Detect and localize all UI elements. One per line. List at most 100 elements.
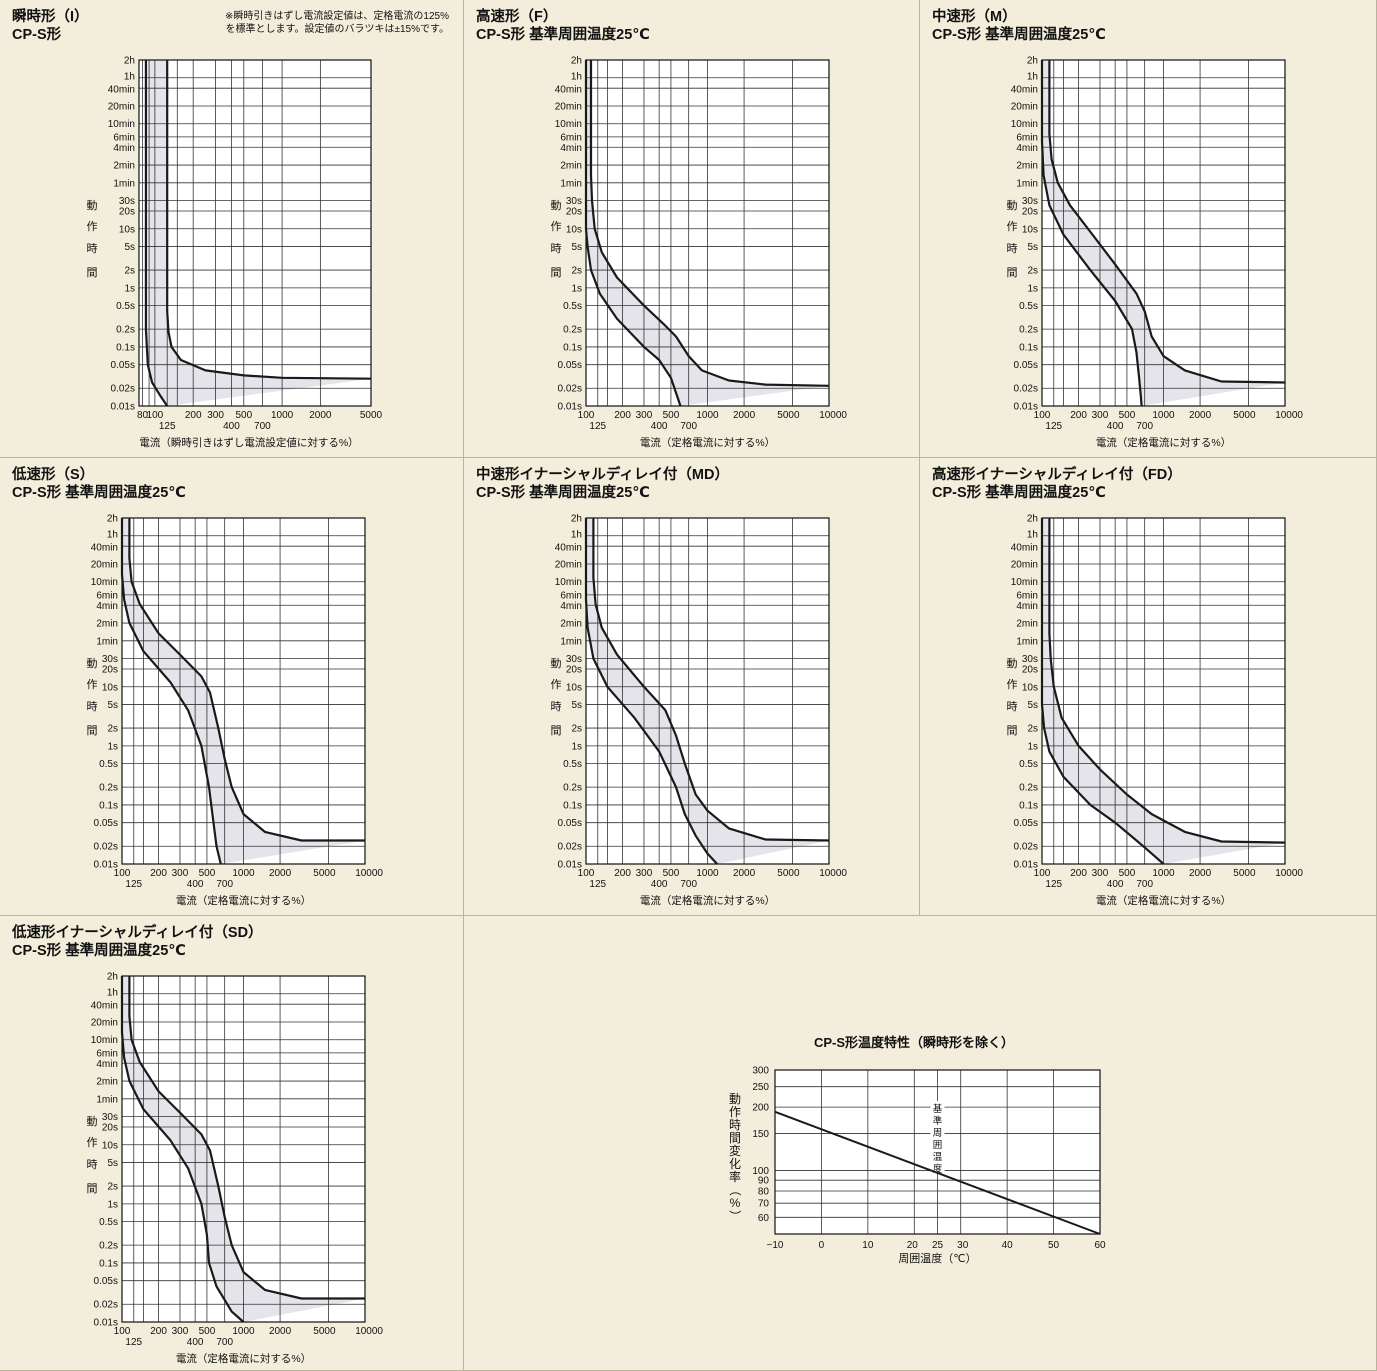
y-tick-label: 5s xyxy=(571,242,582,253)
x-tick-label: 100 xyxy=(578,868,595,879)
x-tick-label: 200 xyxy=(150,868,167,879)
y-tick-label: 20min xyxy=(108,101,135,112)
y-tick-label: 200 xyxy=(752,1103,769,1114)
y-axis-label-char: 時 xyxy=(551,242,562,255)
chart-title: CP-S形温度特性（瞬時形を除く） xyxy=(814,1035,1014,1050)
x-tick-label: 1000 xyxy=(271,410,294,421)
x-tick-label: 10000 xyxy=(819,410,847,421)
y-tick-label: 2min xyxy=(96,1077,118,1088)
y-tick-label: 2h xyxy=(1027,56,1038,67)
y-tick-label: 2s xyxy=(1027,266,1038,277)
y-tick-label: 20s xyxy=(566,207,582,218)
x-tick-label: 500 xyxy=(1119,410,1136,421)
y-tick-label: 70 xyxy=(758,1199,770,1210)
x-tick-label: 2000 xyxy=(269,1326,292,1337)
curve-upper xyxy=(128,518,365,842)
y-tick-label: 1h xyxy=(124,71,135,82)
y-tick-label: 2s xyxy=(571,724,582,735)
y-tick-label: 10s xyxy=(102,1140,118,1151)
x-tick-label: 500 xyxy=(199,868,216,879)
chart-title: 中速形（M） CP-S形 基準周囲温度25℃ xyxy=(932,9,1106,43)
x-tick-label: 125 xyxy=(589,879,606,890)
y-tick-label: 10s xyxy=(566,224,582,235)
y-tick-label: 0.01s xyxy=(111,402,135,413)
x-tick-label: 100 xyxy=(1034,410,1051,421)
x-tick-label: 500 xyxy=(199,1326,216,1337)
plot-frame xyxy=(121,517,366,865)
x-tick-label: 200 xyxy=(1070,410,1087,421)
y-axis-label-char: 変 xyxy=(729,1143,741,1158)
y-tick-label: 5s xyxy=(1027,700,1038,711)
y-tick-label: 20min xyxy=(91,1017,118,1028)
x-tick-label: 300 xyxy=(636,410,653,421)
x-tick-label: 300 xyxy=(207,410,224,421)
y-axis-label-char: 時 xyxy=(87,1158,98,1171)
x-tick-label: 200 xyxy=(1070,868,1087,879)
y-tick-label: 0.5s xyxy=(563,759,582,770)
x-tick-label: 125 xyxy=(125,879,142,890)
x-tick-label: 80 xyxy=(137,410,149,421)
x-tick-label: 300 xyxy=(172,1326,189,1337)
y-tick-label: 40min xyxy=(555,85,582,96)
x-tick-label: 400 xyxy=(223,421,240,432)
y-tick-label: 0.2s xyxy=(1019,783,1038,794)
y-axis-label-char: 化 xyxy=(729,1157,741,1171)
x-tick-label: 100 xyxy=(147,410,164,421)
y-axis-label-char: 時 xyxy=(729,1118,741,1132)
x-tick-label: 1000 xyxy=(1152,868,1175,879)
y-tick-label: 0.5s xyxy=(563,301,582,312)
x-tick-label: 10 xyxy=(862,1240,874,1251)
x-tick-label: 10000 xyxy=(355,1326,383,1337)
curve-upper xyxy=(1048,518,1286,844)
tolerance-band xyxy=(145,60,371,406)
curve-lower xyxy=(120,518,222,865)
y-tick-label: 40min xyxy=(1011,543,1038,554)
curve-lower xyxy=(144,60,169,407)
chart-note: ※瞬時引きはずし電流設定値は、定格電流の125% を標準とします。設定値のバラツ… xyxy=(225,11,449,35)
y-tick-label: 10min xyxy=(108,119,135,130)
y-tick-label: 4min xyxy=(1016,143,1038,154)
y-tick-label: 0.2s xyxy=(116,325,135,336)
x-tick-label: 60 xyxy=(1094,1240,1106,1251)
x-tick-label: 100 xyxy=(578,410,595,421)
y-tick-label: 0.05s xyxy=(94,1276,118,1287)
curve-lower xyxy=(1040,518,1165,865)
y-tick-label: 1s xyxy=(1027,283,1038,294)
y-tick-label: 30s xyxy=(566,654,582,665)
x-tick-label: 700 xyxy=(680,879,697,890)
x-tick-label: 5000 xyxy=(777,410,800,421)
x-tick-label: 125 xyxy=(159,421,176,432)
x-tick-label: 400 xyxy=(651,421,668,432)
x-tick-label: 10000 xyxy=(1275,868,1303,879)
y-tick-label: 0.2s xyxy=(563,325,582,336)
y-tick-label: 300 xyxy=(752,1066,769,1077)
x-tick-label: 400 xyxy=(1107,879,1124,890)
x-tick-label: 125 xyxy=(1045,879,1062,890)
y-axis-label-char: 作 xyxy=(551,220,562,233)
y-tick-label: 1h xyxy=(1027,529,1038,540)
x-tick-label: 200 xyxy=(150,1326,167,1337)
y-tick-label: 0.01s xyxy=(558,860,582,871)
y-tick-label: 0.02s xyxy=(111,384,135,395)
y-tick-label: 10min xyxy=(1011,119,1038,130)
x-tick-label: 700 xyxy=(1136,879,1153,890)
y-tick-label: 0.02s xyxy=(558,842,582,853)
y-tick-label: 10min xyxy=(555,119,582,130)
y-tick-label: 20s xyxy=(566,665,582,676)
x-tick-label: 2000 xyxy=(269,868,292,879)
y-tick-label: 0.2s xyxy=(1019,325,1038,336)
x-axis-label: 電流（定格電流に対する%） xyxy=(640,436,775,449)
y-tick-label: 10s xyxy=(566,682,582,693)
y-tick-label: 2min xyxy=(96,619,118,630)
chart-panel-7: 低速形イナーシャルディレイ付（SD） CP-S形 基準周囲温度25℃ 2h 1h 40… xyxy=(0,916,464,1371)
y-tick-label: 2s xyxy=(571,266,582,277)
x-tick-label: 5000 xyxy=(1233,410,1256,421)
x-tick-label: 500 xyxy=(1119,868,1136,879)
x-tick-label: 125 xyxy=(589,421,606,432)
y-tick-label: 0.01s xyxy=(94,1318,118,1329)
x-tick-label: 200 xyxy=(185,410,202,421)
y-axis-label-char: 間 xyxy=(551,724,562,737)
y-tick-label: 2h xyxy=(107,972,118,983)
y-tick-label: 2h xyxy=(571,514,582,525)
y-tick-label: 4min xyxy=(560,601,582,612)
